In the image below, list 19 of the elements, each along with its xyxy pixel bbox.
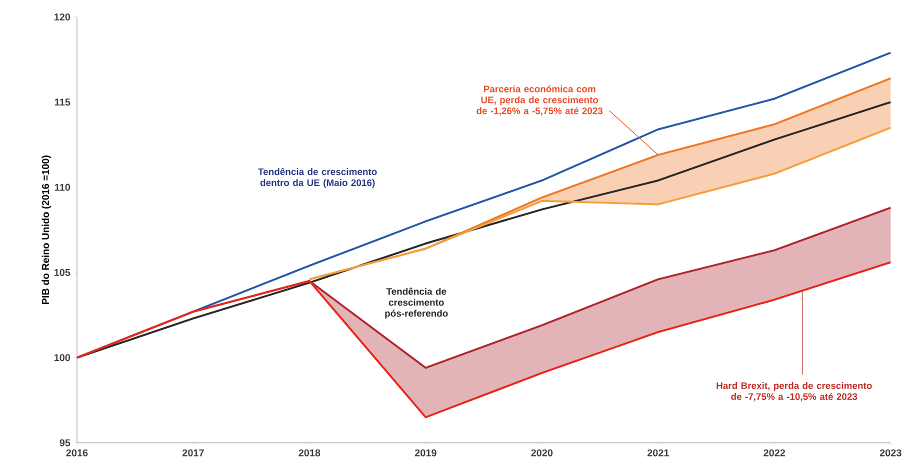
x-tick-label: 2021 (647, 449, 669, 456)
annotation: Parceria económica com UE, perda de crescimento de -1,26% a -5,75% até 2023 (476, 85, 603, 116)
y-tick-label: 95 (60, 439, 70, 446)
annotation: Tendência de crescimento pós-referendo (385, 288, 448, 319)
y-tick-label: 100 (54, 354, 70, 362)
x-tick-label: 2023 (880, 449, 902, 456)
x-tick-label: 2020 (531, 449, 553, 456)
y-tick-label: 105 (54, 269, 70, 276)
y-tick-label: 115 (55, 98, 70, 106)
x-tick-label: 2016 (66, 449, 88, 456)
annotation: Tendência de crescimento dentro da UE (Maio 2016) (258, 168, 377, 188)
x-tick-label: 2019 (414, 449, 436, 456)
x-tick-label: 2017 (182, 449, 204, 456)
y-tick-label: 120 (54, 14, 70, 21)
y-axis-title: PIB do Reino Unido (2016 =100) (42, 156, 51, 304)
y-tick-label: 110 (55, 184, 70, 191)
annotation: Hard Brexit, perda de crescimento de -7,75% a -10,5% até 2023 (716, 382, 872, 402)
x-tick-label: 2022 (764, 449, 786, 456)
x-tick-label: 2018 (298, 449, 320, 456)
